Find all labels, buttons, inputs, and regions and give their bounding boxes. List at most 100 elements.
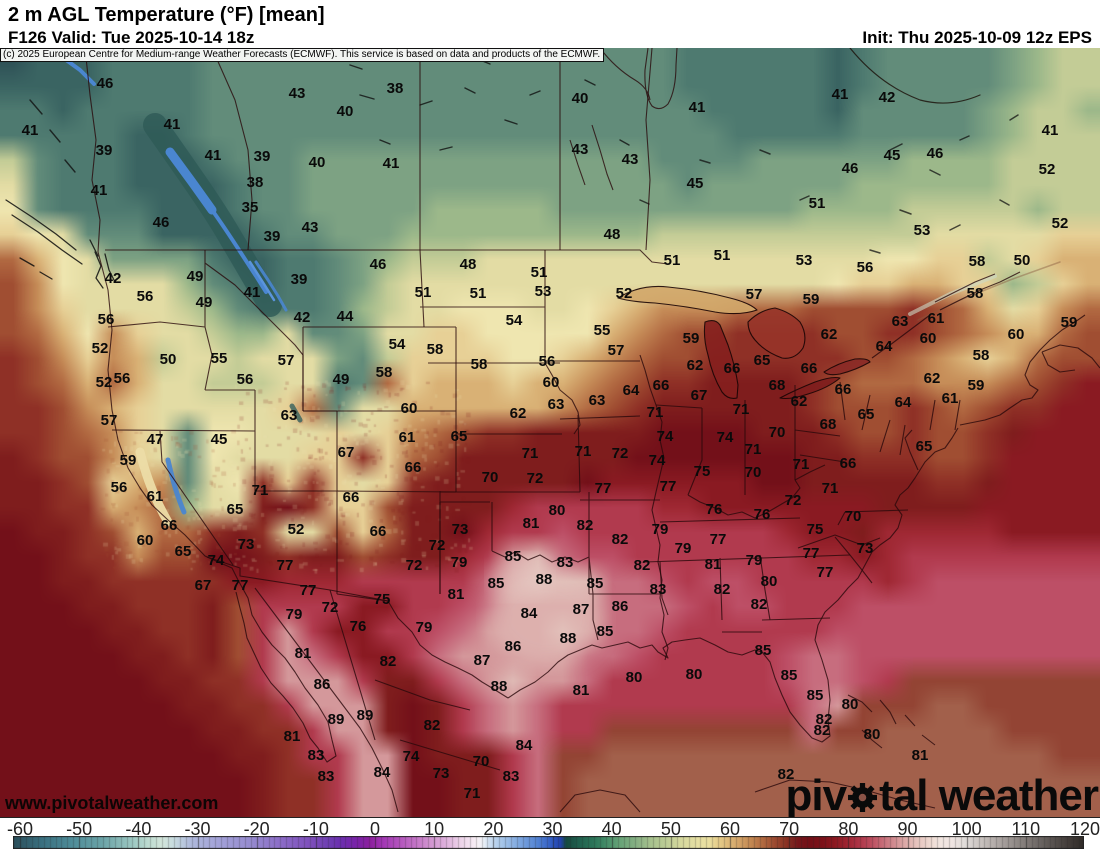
svg-text:62: 62 xyxy=(924,370,941,387)
svg-text:81: 81 xyxy=(295,645,312,662)
svg-text:74: 74 xyxy=(717,429,734,446)
svg-text:46: 46 xyxy=(927,145,944,162)
svg-text:51: 51 xyxy=(664,252,681,269)
svg-text:89: 89 xyxy=(357,707,374,724)
svg-text:60: 60 xyxy=(543,374,560,391)
svg-text:66: 66 xyxy=(840,455,857,472)
svg-text:43: 43 xyxy=(289,85,306,102)
svg-text:56: 56 xyxy=(857,259,874,276)
svg-text:82: 82 xyxy=(814,722,831,739)
svg-text:76: 76 xyxy=(754,506,771,523)
svg-text:41: 41 xyxy=(832,86,849,103)
svg-text:82: 82 xyxy=(380,653,397,670)
svg-text:76: 76 xyxy=(350,618,367,635)
svg-text:73: 73 xyxy=(452,521,469,538)
svg-text:84: 84 xyxy=(374,764,391,781)
svg-text:80: 80 xyxy=(549,502,566,519)
svg-text:64: 64 xyxy=(623,382,640,399)
svg-text:51: 51 xyxy=(714,247,731,264)
svg-text:62: 62 xyxy=(510,405,527,422)
svg-text:86: 86 xyxy=(505,638,522,655)
svg-text:70: 70 xyxy=(769,424,786,441)
svg-text:71: 71 xyxy=(252,482,269,499)
svg-text:66: 66 xyxy=(161,517,178,534)
svg-text:80: 80 xyxy=(842,696,859,713)
svg-text:65: 65 xyxy=(916,438,933,455)
svg-text:70: 70 xyxy=(845,508,862,525)
svg-text:82: 82 xyxy=(634,557,651,574)
svg-text:66: 66 xyxy=(801,360,818,377)
svg-text:35: 35 xyxy=(242,199,259,216)
svg-text:49: 49 xyxy=(187,268,204,285)
svg-text:74: 74 xyxy=(403,748,420,765)
svg-text:51: 51 xyxy=(531,264,548,281)
svg-text:82: 82 xyxy=(751,596,768,613)
svg-text:56: 56 xyxy=(137,288,154,305)
svg-text:71: 71 xyxy=(575,443,592,460)
svg-text:60: 60 xyxy=(401,400,418,417)
svg-text:61: 61 xyxy=(399,429,416,446)
svg-text:52: 52 xyxy=(96,374,113,391)
svg-text:77: 77 xyxy=(710,531,727,548)
svg-text:41: 41 xyxy=(22,122,39,139)
svg-text:72: 72 xyxy=(612,445,629,462)
svg-text:58: 58 xyxy=(427,341,444,358)
svg-text:81: 81 xyxy=(523,515,540,532)
svg-text:53: 53 xyxy=(914,222,931,239)
svg-text:88: 88 xyxy=(536,571,553,588)
svg-text:82: 82 xyxy=(577,517,594,534)
svg-text:38: 38 xyxy=(247,174,264,191)
svg-text:79: 79 xyxy=(652,521,669,538)
svg-text:42: 42 xyxy=(294,309,311,326)
svg-text:41: 41 xyxy=(383,155,400,172)
svg-text:79: 79 xyxy=(451,554,468,571)
svg-text:55: 55 xyxy=(594,322,611,339)
svg-text:67: 67 xyxy=(195,577,212,594)
svg-text:81: 81 xyxy=(912,747,929,764)
svg-text:70: 70 xyxy=(482,469,499,486)
svg-text:40: 40 xyxy=(337,103,354,120)
svg-text:52: 52 xyxy=(288,521,305,538)
svg-text:86: 86 xyxy=(314,676,331,693)
svg-text:83: 83 xyxy=(557,554,574,571)
svg-text:58: 58 xyxy=(471,356,488,373)
svg-text:79: 79 xyxy=(286,606,303,623)
svg-text:73: 73 xyxy=(857,540,874,557)
svg-text:79: 79 xyxy=(416,619,433,636)
svg-text:66: 66 xyxy=(370,523,387,540)
svg-text:50: 50 xyxy=(160,351,177,368)
svg-text:77: 77 xyxy=(817,564,834,581)
svg-text:71: 71 xyxy=(745,441,762,458)
svg-text:82: 82 xyxy=(424,717,441,734)
svg-text:48: 48 xyxy=(460,256,477,273)
svg-text:59: 59 xyxy=(1061,314,1078,331)
svg-text:76: 76 xyxy=(706,501,723,518)
svg-text:56: 56 xyxy=(114,370,131,387)
svg-text:83: 83 xyxy=(650,581,667,598)
svg-text:57: 57 xyxy=(278,352,295,369)
svg-text:43: 43 xyxy=(572,141,589,158)
svg-text:43: 43 xyxy=(622,151,639,168)
svg-text:41: 41 xyxy=(164,116,181,133)
svg-text:58: 58 xyxy=(376,364,393,381)
svg-text:87: 87 xyxy=(474,652,491,669)
svg-text:41: 41 xyxy=(205,147,222,164)
svg-text:72: 72 xyxy=(785,492,802,509)
svg-text:73: 73 xyxy=(433,765,450,782)
svg-text:42: 42 xyxy=(105,270,122,287)
svg-text:81: 81 xyxy=(573,682,590,699)
svg-text:66: 66 xyxy=(405,459,422,476)
svg-text:72: 72 xyxy=(322,599,339,616)
svg-text:83: 83 xyxy=(503,768,520,785)
svg-text:52: 52 xyxy=(92,340,109,357)
svg-text:53: 53 xyxy=(535,283,552,300)
svg-text:81: 81 xyxy=(705,556,722,573)
svg-text:74: 74 xyxy=(657,428,674,445)
svg-text:77: 77 xyxy=(232,577,249,594)
svg-text:85: 85 xyxy=(807,687,824,704)
svg-text:65: 65 xyxy=(754,352,771,369)
svg-text:70: 70 xyxy=(473,753,490,770)
svg-text:68: 68 xyxy=(769,377,786,394)
svg-text:83: 83 xyxy=(308,747,325,764)
svg-text:41: 41 xyxy=(689,99,706,116)
